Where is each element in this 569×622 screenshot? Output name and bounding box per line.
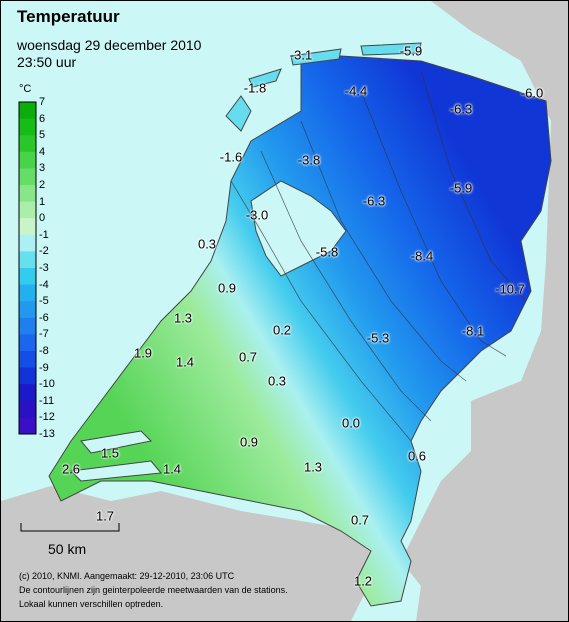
legend-tick-label: -3 [39,262,49,274]
station-temperature-label: -5.3 [366,330,390,346]
legend-tick-label: 3 [39,162,46,175]
station-temperature-label: -5.9 [399,43,423,59]
station-temperature-label: -8.4 [410,248,434,264]
legend-tick-label: 0 [39,212,46,225]
scale-bar [20,523,120,532]
legend-swatch [19,201,36,219]
station-temperature-label: 0.3 [267,373,287,389]
station-temperature-label: 1.3 [173,310,193,326]
map-title: Temperatuur [17,7,120,26]
legend-tick-label: -1 [39,228,49,241]
station-temperature-label: -1.6 [219,149,243,165]
legend-swatch [19,168,36,186]
station-temperature-label: 1.7 [95,508,115,524]
station-temperature-label: -6.3 [362,193,386,209]
footer-note: De contourlijnen zijn geinterpoleerde me… [19,585,288,595]
legend-tick-label: -8 [39,345,49,357]
scale-label: 50 km [48,541,87,557]
legend-swatch [19,234,36,252]
map-time: 23:50 uur [17,54,77,70]
station-temperature-label: 1.3 [303,459,323,475]
legend-tick-label: -4 [39,278,49,291]
legend-tick-label: -12 [39,411,55,424]
legend-tick-label: 4 [39,145,46,158]
station-temperature-label: 0.9 [217,280,237,296]
legend-tick-label: -10 [39,378,55,391]
legend-colorbar [18,101,37,435]
legend-swatch [19,417,36,435]
legend-swatch [19,268,36,286]
legend-tick-label: -9 [39,361,49,374]
legend-swatch [19,251,36,269]
legend-swatch [19,185,36,203]
station-temperature-label: 0.2 [272,322,292,338]
station-temperature-label: -3.8 [297,152,321,168]
legend-unit: °C [19,83,32,95]
zeeland-waters [69,430,162,482]
station-temperature-label: 1.9 [133,345,153,361]
station-temperature-label: -1.8 [243,80,267,96]
legend-tick-label: -2 [39,245,49,258]
station-temperature-label: 0.7 [238,349,258,365]
contour-lines [230,70,527,442]
station-temperature-label: -8.1 [461,323,485,339]
legend-swatch [19,367,36,385]
legend-swatch [19,284,36,302]
legend-swatch [19,317,36,335]
station-temperature-label: 2.6 [61,461,81,477]
legend-swatch [19,334,36,352]
legend-tick-label: 7 [39,96,46,108]
legend-swatch [19,218,36,236]
legend-border [18,101,37,435]
station-temperature-label: 1.4 [175,354,195,370]
station-temperature-label: 1.2 [353,573,373,589]
legend-swatch [19,102,36,120]
legend-swatch [19,384,36,402]
legend-tick-label: -7 [39,328,49,341]
station-temperature-label: 0.9 [239,434,259,450]
legend-swatch [19,135,36,153]
station-temperature-label: -3.1 [289,47,313,63]
footer-disclaimer: Lokaal kunnen verschillen optreden. [19,599,164,609]
station-temperature-label: -4.4 [344,83,368,99]
ijsselmeer [250,180,347,277]
footer-copyright: (c) 2010, KNMI. Aangemaakt: 29-12-2010, … [19,571,235,581]
legend-swatch [19,301,36,319]
station-temperature-label: 0.3 [197,236,217,252]
legend-tick-label: 6 [39,112,46,125]
legend-tick-label: 2 [39,179,46,191]
station-temperature-label: 1.4 [162,461,182,477]
station-temperature-label: -10.7 [495,281,525,297]
station-temperature-label: 0.6 [407,448,427,464]
legend-swatch [19,400,36,418]
legend-tick-label: -11 [39,394,55,407]
legend-tick-label: -13 [39,428,55,440]
legend-swatch [19,351,36,369]
netherlands-land [48,55,552,607]
legend-tick-label: 5 [39,129,46,142]
station-temperature-label: -3.0 [245,207,269,223]
legend-swatch [19,151,36,169]
station-temperature-label: -5.8 [315,244,339,260]
legend-tick-label: -5 [39,295,49,308]
legend-swatch [19,118,36,136]
wadden-islands [225,42,422,132]
station-temperature-label: -6.0 [520,85,544,101]
station-temperature-label: -6.3 [449,101,473,117]
station-temperature-label: 0.7 [350,512,370,528]
belgium-land [1,486,381,621]
station-temperature-label: -5.9 [449,180,473,196]
map-date: woensdag 29 december 2010 [17,37,202,53]
germany-land [401,1,568,621]
legend-tick-label: 1 [39,195,46,208]
station-temperature-label: 1.5 [100,445,120,461]
legend-tick-label: -6 [39,311,49,324]
station-temperature-label: 0.0 [341,415,361,431]
